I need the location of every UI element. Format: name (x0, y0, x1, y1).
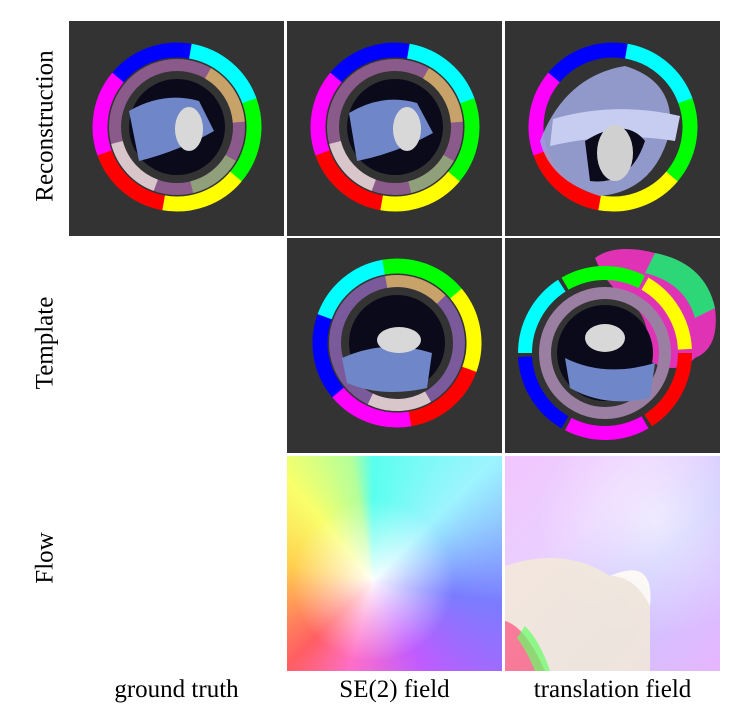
row-label-template: Template (31, 296, 59, 390)
image-reconstruction-translation (505, 21, 720, 236)
row-label-reconstruction: Reconstruction (31, 50, 59, 202)
col-label-translation-field: translation field (533, 676, 692, 703)
image-reconstruction-se2 (287, 21, 502, 236)
ring-astronaut-image (287, 21, 502, 236)
flow-field-distortions (505, 558, 651, 671)
ring-astronaut-image-distorted (505, 21, 720, 236)
image-template-se2 (287, 238, 502, 453)
col-label-ground-truth: ground truth (114, 676, 239, 703)
row-label-flow: Flow (31, 532, 59, 584)
image-template-translation (505, 238, 720, 453)
ring-astronaut-image (69, 21, 284, 236)
ring-astronaut-template (287, 238, 502, 453)
flow-field-translation (505, 456, 720, 671)
image-reconstruction-ground-truth (69, 21, 284, 236)
flow-field-se2 (287, 456, 502, 671)
ring-astronaut-template-distorted (505, 238, 720, 453)
col-label-se2-field: SE(2) field (339, 676, 450, 703)
